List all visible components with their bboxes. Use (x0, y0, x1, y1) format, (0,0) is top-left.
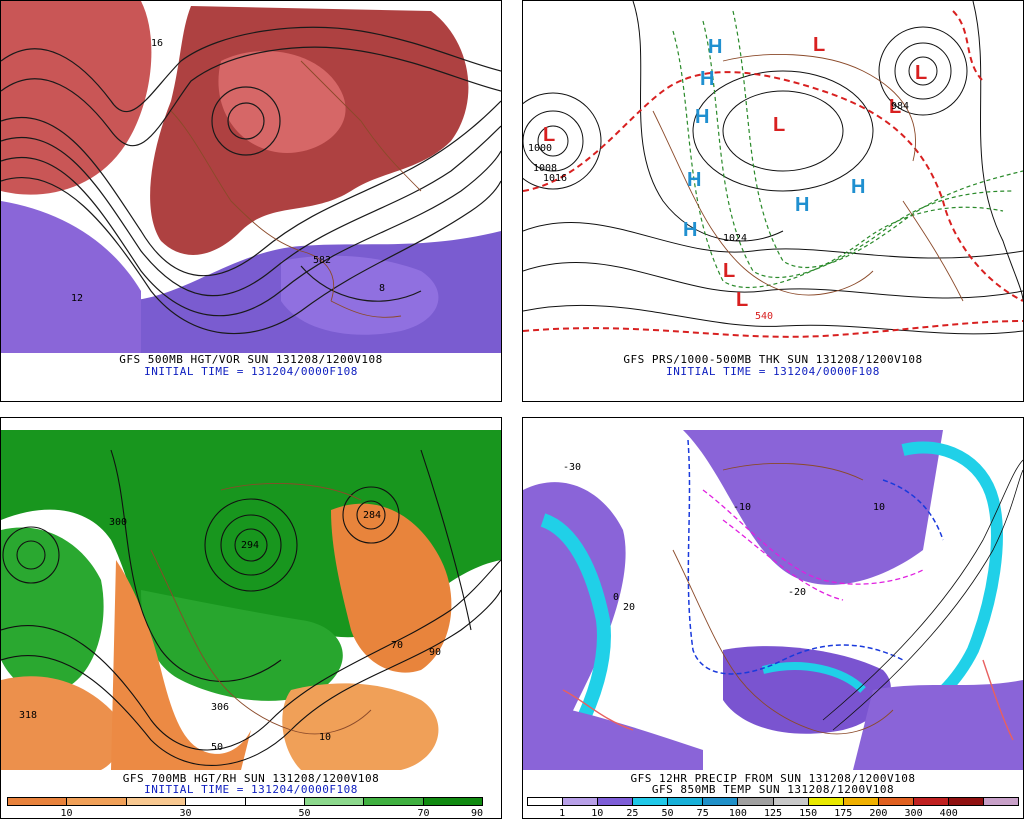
panel-subtitle: INITIAL TIME = 131204/0000F108 (144, 783, 358, 796)
legend-swatch (983, 798, 1019, 805)
map-label: 90 (429, 647, 441, 658)
legend-tick-label: 200 (869, 808, 888, 819)
legend-swatch (244, 798, 304, 805)
low-pressure-center: L (723, 260, 735, 282)
legend-swatch (772, 798, 808, 805)
legend-swatch (422, 798, 482, 805)
map-700mb-rh: 306 318 294 284 300 90 70 50 10 (1, 430, 501, 770)
low-pressure-center: L (773, 114, 785, 136)
map-label: 284 (363, 510, 381, 521)
legend-swatch (632, 798, 668, 805)
map-label: 1016 (543, 173, 567, 184)
legend-tick-label: 50 (298, 808, 311, 819)
legend-swatch (8, 798, 67, 805)
legend-tick-label: 10 (60, 808, 73, 819)
map-label: 540 (755, 311, 773, 322)
legend-tick-label: 30 (179, 808, 192, 819)
rh-legend-bar (7, 797, 483, 806)
map-label: -20 (788, 587, 806, 598)
map-label: 300 (109, 517, 127, 528)
low-pressure-center: L (543, 124, 555, 146)
high-pressure-center: H (851, 176, 865, 198)
legend-swatch (737, 798, 773, 805)
high-pressure-center: H (708, 36, 722, 58)
low-pressure-center: L (915, 62, 927, 84)
panel-subtitle: GFS 850MB TEMP SUN 131208/1200V108 (651, 783, 895, 796)
high-pressure-center: H (695, 106, 709, 128)
map-label: -10 (733, 502, 751, 513)
panel-title: GFS 700MB HGT/RH SUN 131208/1200V108 (122, 772, 380, 785)
legend-swatch (303, 798, 364, 805)
map-label: 306 (211, 702, 229, 713)
map-label: 318 (19, 710, 37, 721)
legend-swatch (363, 798, 423, 805)
panel-500mb-vorticity: 582 8 12 16 GFS 500MB HGT/VOR SUN 131208… (0, 0, 502, 402)
low-pressure-center: L (813, 34, 825, 56)
map-label: 0 (613, 592, 619, 603)
high-pressure-center: H (700, 68, 714, 90)
panel-title: GFS 12HR PRECIP FROM SUN 131208/1200V108 (630, 772, 916, 785)
map-label: 582 (313, 255, 331, 266)
legend-tick-label: 1 (559, 808, 566, 819)
high-pressure-center: H (687, 169, 701, 191)
panel-title: GFS PRS/1000-500MB THK SUN 131208/1200V1… (623, 353, 923, 366)
legend-swatch (562, 798, 598, 805)
map-label: 1024 (723, 233, 747, 244)
map-label: 50 (211, 742, 223, 753)
map-label: 294 (241, 540, 259, 551)
legend-tick-label: 175 (834, 808, 853, 819)
map-label: 10 (319, 732, 331, 743)
map-label: -30 (563, 462, 581, 473)
high-pressure-center: H (683, 219, 697, 241)
panel-subtitle: INITIAL TIME = 131204/0000F108 (666, 365, 880, 378)
map-pressure-thickness: L L L L L L L H H H H H H H 1008 1016 10… (523, 1, 1023, 353)
rh-color-legend: 10 30 50 70 90 (7, 797, 484, 819)
panel-700mb-rh: 306 318 294 284 300 90 70 50 10 GFS 700M… (0, 417, 502, 819)
legend-tick-label: 70 (417, 808, 430, 819)
panel-precip-850mb-temp: -10 -20 0 10 20 -30 GFS 12HR PRECIP FROM… (522, 417, 1024, 819)
high-pressure-center: H (795, 194, 809, 216)
panel-pressure-thickness: L L L L L L L H H H H H H H 1008 1016 10… (522, 0, 1024, 402)
legend-tick-label: 10 (591, 808, 604, 819)
legend-tick-label: 25 (626, 808, 639, 819)
legend-tick-label: 400 (939, 808, 958, 819)
map-label: 984 (891, 101, 909, 112)
precip-legend-bar (527, 797, 1019, 806)
legend-swatch (185, 798, 245, 805)
low-pressure-center: L (736, 289, 748, 311)
legend-swatch (528, 798, 563, 805)
legend-tick-label: 150 (799, 808, 818, 819)
legend-swatch (912, 798, 948, 805)
legend-swatch (807, 798, 843, 805)
map-label: 12 (71, 293, 83, 304)
legend-swatch (125, 798, 186, 805)
map-label: 20 (623, 602, 635, 613)
legend-swatch (842, 798, 878, 805)
legend-swatch (66, 798, 126, 805)
map-500mb-vorticity: 582 8 12 16 (1, 1, 501, 353)
map-label: 8 (379, 283, 385, 294)
map-label: 70 (391, 640, 403, 651)
legend-swatch (947, 798, 984, 805)
legend-swatch (667, 798, 703, 805)
panel-subtitle: INITIAL TIME = 131204/0000F108 (144, 365, 358, 378)
map-precip-850mb-temp: -10 -20 0 10 20 -30 (523, 430, 1023, 770)
legend-tick-label: 50 (661, 808, 674, 819)
legend-swatch (702, 798, 738, 805)
map-label: 10 (873, 502, 885, 513)
map-label: 1008 (533, 163, 557, 174)
precip-color-legend: 1 10 25 50 75 100 125 150 175 200 300 400 (527, 797, 1019, 819)
legend-swatch (877, 798, 913, 805)
low-pressure-center: L (889, 96, 901, 118)
map-label: 16 (151, 38, 163, 49)
legend-tick-label: 125 (763, 808, 783, 819)
legend-tick-label: 75 (696, 808, 709, 819)
panel-title: GFS 500MB HGT/VOR SUN 131208/1200V108 (119, 353, 383, 366)
map-label: 1000 (528, 143, 552, 154)
legend-tick-label: 100 (728, 808, 747, 819)
legend-tick-label: 300 (904, 808, 923, 819)
legend-swatch (597, 798, 633, 805)
legend-tick-label: 90 (470, 808, 484, 819)
